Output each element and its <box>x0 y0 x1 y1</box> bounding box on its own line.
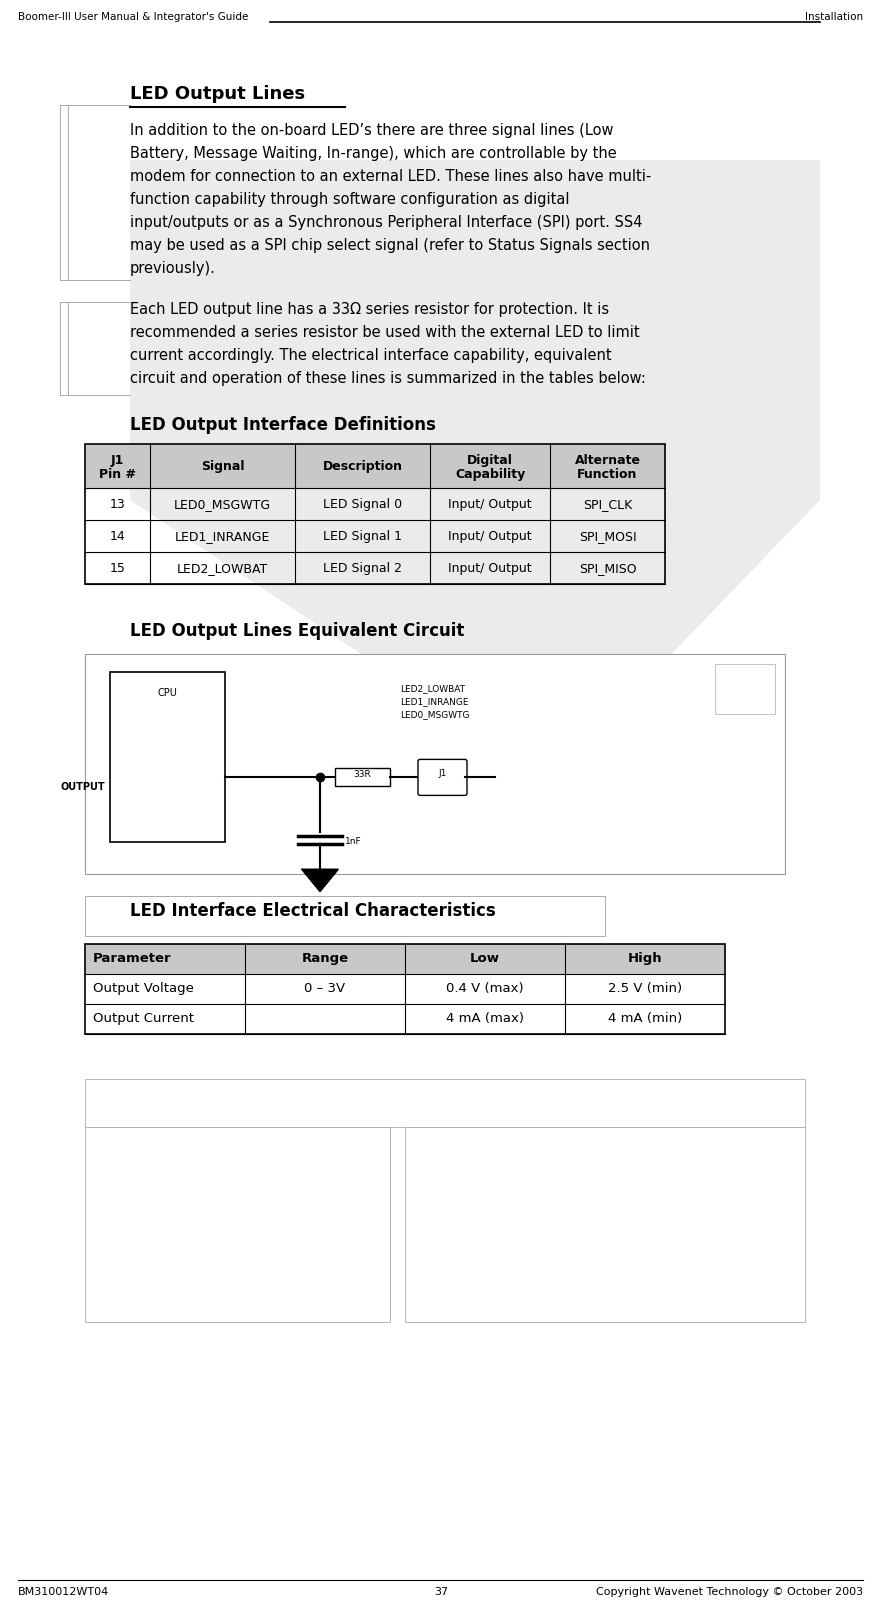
Text: circuit and operation of these lines is summarized in the tables below:: circuit and operation of these lines is … <box>130 371 646 387</box>
Text: LED Signal 2: LED Signal 2 <box>323 561 402 574</box>
Text: Installation: Installation <box>805 11 863 22</box>
Text: LED2_LOWBAT: LED2_LOWBAT <box>177 561 268 574</box>
Text: 15: 15 <box>109 561 125 574</box>
Bar <box>85 1128 390 1322</box>
Text: LED1_INRANGE: LED1_INRANGE <box>400 698 469 706</box>
Text: LED Signal 0: LED Signal 0 <box>323 497 402 512</box>
Text: LED0_MSGWTG: LED0_MSGWTG <box>174 497 271 512</box>
Text: Range: Range <box>301 953 349 966</box>
Bar <box>85 654 785 874</box>
Polygon shape <box>302 869 338 892</box>
Text: LED Output Lines: LED Output Lines <box>130 85 305 103</box>
Text: 1nF: 1nF <box>345 837 361 847</box>
Text: may be used as a SPI chip select signal (refer to Status Signals section: may be used as a SPI chip select signal … <box>130 237 650 253</box>
Text: CPU: CPU <box>158 688 177 698</box>
Text: Output Current: Output Current <box>93 1012 194 1025</box>
Bar <box>335 768 390 786</box>
Text: 37: 37 <box>434 1586 448 1598</box>
Text: LED2_LOWBAT: LED2_LOWBAT <box>400 683 465 693</box>
Text: In addition to the on-board LED’s there are three signal lines (Low: In addition to the on-board LED’s there … <box>130 124 613 138</box>
Text: LED0_MSGWTG: LED0_MSGWTG <box>400 711 470 719</box>
Text: Function: Function <box>577 468 638 481</box>
Text: 4 mA (min): 4 mA (min) <box>608 1012 682 1025</box>
Text: current accordingly. The electrical interface capability, equivalent: current accordingly. The electrical inte… <box>130 348 611 363</box>
Bar <box>85 1079 805 1128</box>
Text: Input/ Output: Input/ Output <box>448 529 532 544</box>
Text: previously).: previously). <box>130 261 216 276</box>
Text: J1: J1 <box>439 770 447 778</box>
Text: Low: Low <box>470 953 500 966</box>
Bar <box>405 1128 805 1322</box>
Text: Output Voltage: Output Voltage <box>93 982 194 994</box>
Bar <box>85 897 605 937</box>
Text: High: High <box>627 953 663 966</box>
Bar <box>85 945 725 1035</box>
Text: input/outputs or as a Synchronous Peripheral Interface (SPI) port. SS4: input/outputs or as a Synchronous Periph… <box>130 215 642 229</box>
Text: 13: 13 <box>109 497 125 512</box>
Text: SPI_MISO: SPI_MISO <box>579 561 636 574</box>
Text: 14: 14 <box>109 529 125 544</box>
Text: Each LED output line has a 33Ω series resistor for protection. It is: Each LED output line has a 33Ω series re… <box>130 302 609 318</box>
Bar <box>85 945 725 974</box>
Text: 2.5 V (min): 2.5 V (min) <box>608 982 682 994</box>
Text: OUTPUT: OUTPUT <box>61 783 105 792</box>
Text: recommended a series resistor be used with the external LED to limit: recommended a series resistor be used wi… <box>130 326 640 340</box>
Text: Parameter: Parameter <box>93 953 172 966</box>
Text: Input/ Output: Input/ Output <box>448 497 532 512</box>
Text: BM310012WT04: BM310012WT04 <box>18 1586 109 1598</box>
Bar <box>85 444 665 584</box>
Bar <box>85 444 665 488</box>
Text: J1: J1 <box>111 454 124 467</box>
Text: Alternate: Alternate <box>574 454 640 467</box>
Polygon shape <box>130 160 820 780</box>
Text: Digital: Digital <box>467 454 513 467</box>
Text: LED Output Interface Definitions: LED Output Interface Definitions <box>130 415 436 435</box>
Text: 0.4 V (max): 0.4 V (max) <box>446 982 524 994</box>
Text: 4 mA (max): 4 mA (max) <box>446 1012 524 1025</box>
Text: LED Signal 1: LED Signal 1 <box>323 529 402 544</box>
Bar <box>60 302 68 395</box>
Text: function capability through software configuration as digital: function capability through software con… <box>130 192 569 207</box>
Text: Capability: Capability <box>455 468 525 481</box>
Text: SPI_CLK: SPI_CLK <box>583 497 633 512</box>
Text: Input/ Output: Input/ Output <box>448 561 532 574</box>
Text: LED Output Lines Equivalent Circuit: LED Output Lines Equivalent Circuit <box>130 622 464 640</box>
Text: Description: Description <box>322 460 403 473</box>
Bar <box>715 664 775 714</box>
Text: Boomer-III User Manual & Integrator's Guide: Boomer-III User Manual & Integrator's Gu… <box>18 11 248 22</box>
Text: SPI_MOSI: SPI_MOSI <box>579 529 636 544</box>
Text: modem for connection to an external LED. These lines also have multi-: modem for connection to an external LED.… <box>130 168 651 184</box>
Text: 33R: 33R <box>353 770 372 780</box>
Text: Signal: Signal <box>201 460 244 473</box>
Text: Copyright Wavenet Technology © October 2003: Copyright Wavenet Technology © October 2… <box>596 1586 863 1598</box>
Bar <box>110 672 225 842</box>
Bar <box>60 104 68 281</box>
Text: LED1_INRANGE: LED1_INRANGE <box>174 529 270 544</box>
Text: 0 – 3V: 0 – 3V <box>305 982 345 994</box>
FancyBboxPatch shape <box>418 759 467 796</box>
Text: LED Interface Electrical Characteristics: LED Interface Electrical Characteristics <box>130 901 496 921</box>
Text: Pin #: Pin # <box>99 468 136 481</box>
Text: Battery, Message Waiting, In-range), which are controllable by the: Battery, Message Waiting, In-range), whi… <box>130 146 617 160</box>
